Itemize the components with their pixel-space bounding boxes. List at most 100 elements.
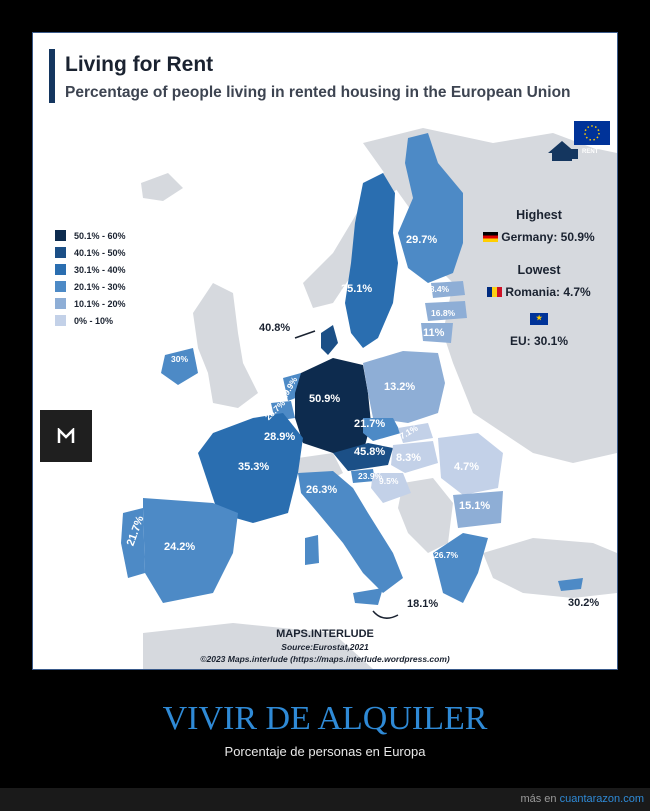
m-logo-icon [40, 410, 92, 462]
footer-brand: MAPS.INTERLUDE [276, 628, 374, 640]
legend-label: 40.1% - 50% [74, 247, 126, 258]
balkans-nonEU [398, 478, 453, 553]
label-cyprus: 30.2% [568, 597, 600, 609]
label-estonia: 18.4% [425, 284, 450, 294]
iceland [141, 173, 183, 201]
eu-box: EU: 30.1% [479, 313, 599, 348]
highest-box: Highest Germany: 50.9% [479, 208, 599, 244]
label-croatia: 9.5% [379, 476, 399, 486]
legend-swatch [55, 230, 66, 241]
label-latvia: 16.8% [431, 308, 456, 318]
denmark [321, 325, 338, 355]
eu-flag-icon [530, 313, 548, 325]
lithuania [421, 323, 453, 343]
hungary [391, 441, 438, 473]
latvia [425, 301, 467, 321]
bottom-bar: más en cuantarazon.com [0, 788, 650, 811]
slovakia [398, 423, 433, 443]
legend-label: 0% - 10% [74, 315, 114, 326]
greece [433, 533, 488, 603]
label-germany: 50.9% [309, 393, 341, 405]
rent-eu-badge-icon: RENT [546, 121, 612, 166]
label-malta: 18.1% [407, 598, 439, 610]
lowest-heading: Lowest [517, 263, 561, 277]
caption-subtitle: Porcentaje de personas en Europa [224, 744, 426, 759]
denmark-arrow [294, 330, 316, 339]
source-link[interactable]: cuantarazon.com [559, 793, 644, 805]
footer-source: Source:Eurostat,2021 [281, 642, 369, 652]
romania-flag-icon [487, 287, 503, 297]
czechia [363, 418, 401, 441]
map-title: Living for Rent [65, 53, 214, 76]
highest-value: Germany: 50.9% [501, 230, 595, 244]
legend-swatch [55, 298, 66, 309]
caption-title: VIVIR DE ALQUILER [162, 700, 488, 737]
legend-row: 30.1% - 40% [55, 261, 126, 278]
source-credit: más en cuantarazon.com [520, 793, 644, 805]
label-czechia: 21.7% [354, 418, 386, 430]
label-bulgaria: 15.1% [459, 500, 491, 512]
badge-label: RENT [582, 149, 599, 155]
highest-heading: Highest [516, 208, 562, 222]
label-france-north: 28.9% [264, 431, 296, 443]
romania [438, 433, 503, 495]
legend-swatch [55, 281, 66, 292]
lowest-value: Romania: 4.7% [505, 285, 591, 299]
legend-label: 50.1% - 60% [74, 230, 126, 241]
bulgaria [453, 491, 503, 528]
map-subtitle: Percentage of people living in rented ho… [65, 84, 571, 101]
label-romania: 4.7% [454, 461, 480, 473]
label-slovenia: 23.9% [358, 471, 383, 481]
cyprus [558, 578, 583, 591]
legend-row: 10.1% - 20% [55, 295, 126, 312]
legend-row: 20.1% - 30% [55, 278, 126, 295]
source-prefix: más en [520, 793, 557, 805]
sweden [345, 173, 398, 348]
legend: 50.1% - 60% 40.1% - 50% 30.1% - 40% 20.1… [55, 227, 126, 329]
label-finland: 29.7% [406, 234, 438, 246]
finland [398, 133, 463, 283]
legend-label: 20.1% - 30% [74, 281, 126, 292]
legend-swatch [55, 264, 66, 275]
legend-row: 40.1% - 50% [55, 244, 126, 261]
sardinia [305, 535, 319, 565]
legend-label: 30.1% - 40% [74, 264, 126, 275]
africa [143, 623, 373, 669]
estonia [431, 281, 465, 298]
label-italy: 26.3% [306, 484, 338, 496]
croatia [371, 473, 411, 503]
europe-map [121, 128, 617, 669]
title-accent-bar [49, 49, 55, 103]
sicily [353, 588, 383, 605]
legend-swatch [55, 247, 66, 258]
label-france: 35.3% [238, 461, 270, 473]
malta-arrow [372, 610, 399, 619]
legend-label: 10.1% - 20% [74, 298, 126, 309]
footer-copyright: ©2023 Maps.interlude (https://maps.inter… [200, 654, 450, 664]
eu-value: EU: 30.1% [509, 334, 569, 348]
legend-row: 50.1% - 60% [55, 227, 126, 244]
lowest-box: Lowest Romania: 4.7% [479, 263, 599, 299]
label-denmark: 40.8% [259, 322, 291, 334]
label-ireland: 30% [171, 354, 189, 364]
portugal [121, 508, 145, 578]
label-sweden: 35.1% [341, 283, 373, 295]
spain [143, 498, 238, 603]
label-poland: 13.2% [384, 381, 416, 393]
label-austria: 45.8% [354, 446, 386, 458]
label-hungary: 8.3% [396, 452, 422, 464]
map-canvas: Living for Rent Percentage of people liv… [33, 33, 617, 669]
turkey [483, 538, 617, 598]
label-greece: 26.7% [434, 550, 459, 560]
poland [363, 351, 445, 423]
slovenia [351, 469, 375, 483]
label-lithuania: 11% [423, 327, 445, 339]
label-spain: 24.2% [164, 541, 196, 553]
italy [298, 471, 403, 593]
germany-flag-icon [483, 232, 499, 242]
ireland [161, 348, 198, 385]
uk [193, 283, 258, 408]
legend-swatch [55, 315, 66, 326]
map-frame: Living for Rent Percentage of people liv… [32, 32, 618, 670]
germany [295, 358, 371, 453]
